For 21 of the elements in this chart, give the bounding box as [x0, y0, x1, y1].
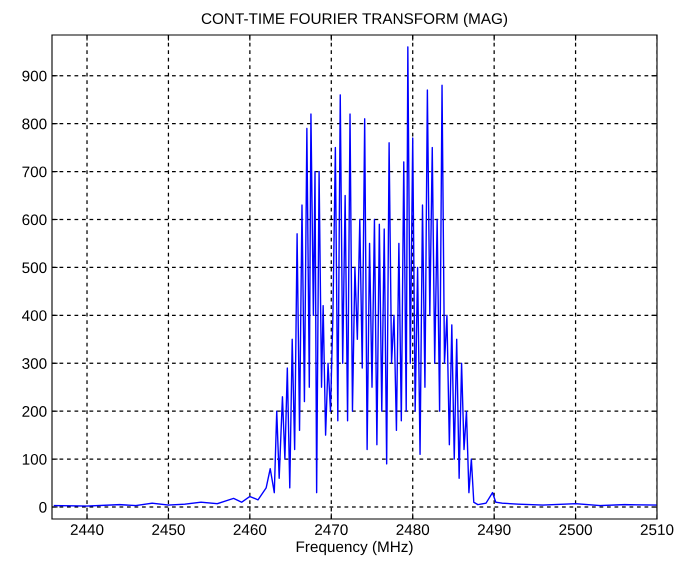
x-tick-label: 2470: [315, 524, 348, 536]
y-tick-label: 0: [39, 502, 47, 513]
line-series: [54, 46, 657, 507]
y-tick-label: 900: [22, 70, 47, 82]
y-tick-label: 300: [22, 358, 47, 369]
x-tick-label: 2500: [559, 524, 592, 536]
chart-title: CONT-TIME FOURIER TRANSFORM (MAG): [202, 12, 508, 28]
y-tick-label: 400: [22, 310, 47, 322]
x-tick-label: 2460: [234, 524, 266, 536]
y-tick-label: 600: [22, 214, 47, 226]
y-tick-label: 100: [22, 454, 47, 465]
y-tick-label: 700: [22, 166, 47, 178]
x-tick-label: 2490: [478, 524, 511, 536]
y-tick-label: 200: [22, 406, 47, 417]
x-tick-label: 2440: [70, 524, 104, 536]
x-tick-label: 2480: [396, 524, 430, 536]
x-axis-title: Frequency (MHz): [296, 540, 413, 556]
x-tick-label: 2510: [640, 524, 674, 536]
y-tick-label: 800: [22, 118, 47, 130]
y-tick-label: 500: [22, 262, 47, 274]
x-tick-label: 2450: [152, 524, 185, 536]
